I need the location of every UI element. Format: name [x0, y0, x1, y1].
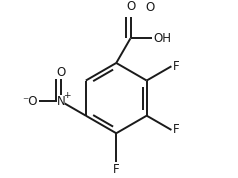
- Text: O: O: [126, 0, 135, 13]
- Text: ⁻O: ⁻O: [23, 95, 38, 108]
- Text: +: +: [63, 91, 71, 100]
- Text: F: F: [173, 124, 179, 137]
- Text: F: F: [173, 60, 179, 73]
- Text: O: O: [146, 1, 155, 14]
- Text: N: N: [57, 95, 65, 108]
- Text: O: O: [56, 66, 66, 78]
- Text: OH: OH: [154, 32, 172, 45]
- Text: F: F: [113, 163, 119, 176]
